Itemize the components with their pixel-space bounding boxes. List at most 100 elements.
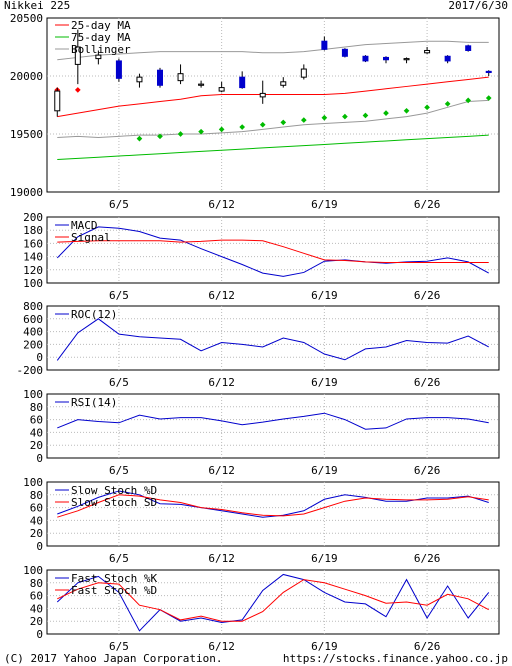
series-line xyxy=(56,226,489,277)
x-tick-label: 6/12 xyxy=(208,198,235,211)
legend-label: Bollinger xyxy=(71,43,131,56)
candle-up xyxy=(198,83,205,86)
plot-frame xyxy=(46,305,500,371)
y-tick-label: 19500 xyxy=(10,128,43,141)
candle-down xyxy=(115,60,122,79)
sar-dot xyxy=(136,135,143,142)
y-tick-label: 100 xyxy=(23,476,43,489)
x-tick-label: 6/12 xyxy=(208,464,235,477)
sar-dot xyxy=(74,87,81,93)
candle-up xyxy=(300,68,307,78)
x-tick-label: 6/19 xyxy=(311,376,338,389)
y-tick-label: 60 xyxy=(30,414,43,427)
candle-down xyxy=(341,48,348,57)
y-tick-label: 80 xyxy=(30,489,43,502)
x-tick-label: 6/26 xyxy=(414,289,441,302)
x-tick-label: 6/19 xyxy=(311,640,338,653)
panel-1: 19000 19500 20000 20500 6/5 6/12 6/19 6/26 25-da… xyxy=(10,12,500,211)
sar-dot xyxy=(259,121,266,128)
legend-label: RSI(14) xyxy=(71,396,117,409)
y-tick-label: 0 xyxy=(36,351,43,364)
x-tick-label: 6/26 xyxy=(414,552,441,565)
y-tick-label: 140 xyxy=(23,251,43,264)
sar-dot xyxy=(157,133,163,140)
candle-down xyxy=(362,55,369,62)
x-tick-label: 6/19 xyxy=(311,464,338,477)
candle-up xyxy=(136,76,143,83)
legend-label: Fast Stoch %D xyxy=(71,584,157,597)
candle-down xyxy=(485,70,492,74)
x-tick-label: 6/5 xyxy=(109,376,129,389)
plot-frame xyxy=(46,216,500,284)
sar-dot xyxy=(177,131,184,137)
x-tick-label: 6/19 xyxy=(311,552,338,565)
y-tick-label: 800 xyxy=(23,300,43,313)
y-tick-label: 60 xyxy=(30,590,43,603)
y-tick-label: 400 xyxy=(23,326,43,339)
candle-down xyxy=(465,45,472,51)
ma75-line xyxy=(57,134,489,161)
x-tick-label: 6/19 xyxy=(311,289,338,302)
chart-title: Nikkei 225 xyxy=(4,0,71,12)
sar-dot xyxy=(218,126,225,133)
x-tick-label: 6/26 xyxy=(414,198,441,211)
source-url-link[interactable]: https://stocks.finance.yahoo.co.jp xyxy=(282,652,508,665)
plot-frame xyxy=(46,481,500,547)
y-tick-label: 100 xyxy=(23,388,43,401)
legend-label: Signal xyxy=(71,231,111,244)
candle-down xyxy=(239,76,246,89)
series-line xyxy=(56,573,490,632)
y-tick-label: 60 xyxy=(30,502,43,515)
plot-frame xyxy=(46,17,500,193)
y-tick-label: 0 xyxy=(36,452,43,465)
y-tick-label: 200 xyxy=(23,211,43,224)
legend-label: MACD xyxy=(71,219,98,232)
y-tick-label: 160 xyxy=(23,237,43,250)
legend-label: ROC(12) xyxy=(71,308,117,321)
candle-up xyxy=(95,54,102,60)
bollinger-lower-line xyxy=(57,99,489,138)
y-tick-label: 19000 xyxy=(10,186,43,199)
legend-label: 25-day MA xyxy=(71,19,131,32)
x-tick-label: 6/5 xyxy=(109,198,129,211)
candle-down xyxy=(444,55,451,62)
x-tick-label: 6/12 xyxy=(208,640,235,653)
legend-label: Slow Stoch %D xyxy=(71,484,157,497)
x-tick-label: 6/5 xyxy=(109,640,129,653)
candle-down xyxy=(383,56,389,61)
x-tick-label: 6/26 xyxy=(414,640,441,653)
y-tick-label: 0 xyxy=(36,628,43,641)
sar-dot xyxy=(321,114,328,121)
y-tick-label: 20000 xyxy=(10,70,43,83)
y-tick-label: 20 xyxy=(30,615,43,628)
y-tick-label: 40 xyxy=(30,426,43,439)
legend-label: Fast Stoch %K xyxy=(71,572,157,585)
candle-up xyxy=(177,73,184,82)
candle-down xyxy=(321,40,328,50)
x-tick-label: 6/12 xyxy=(208,552,235,565)
series-line xyxy=(57,239,489,264)
sar-dot xyxy=(300,117,307,123)
sar-dot xyxy=(485,95,492,101)
y-tick-label: 40 xyxy=(30,602,43,615)
ma25-line xyxy=(57,76,489,118)
chart-date: 2017/6/30 xyxy=(448,0,508,12)
candle-up xyxy=(218,87,225,92)
y-tick-label: 80 xyxy=(30,577,43,590)
candle-up xyxy=(403,58,410,61)
legend-label: Slow Stoch SD xyxy=(71,496,157,509)
y-tick-label: 80 xyxy=(30,401,43,414)
bollinger-upper-line xyxy=(57,40,489,61)
sar-dot xyxy=(444,101,451,107)
sar-dot xyxy=(362,112,369,119)
x-tick-label: 6/19 xyxy=(311,198,338,211)
y-tick-label: 180 xyxy=(23,224,43,237)
y-tick-label: 120 xyxy=(23,264,43,277)
series-line xyxy=(57,412,489,430)
y-tick-label: 20 xyxy=(30,527,43,540)
x-tick-label: 6/12 xyxy=(208,376,235,389)
series-line xyxy=(56,318,489,361)
